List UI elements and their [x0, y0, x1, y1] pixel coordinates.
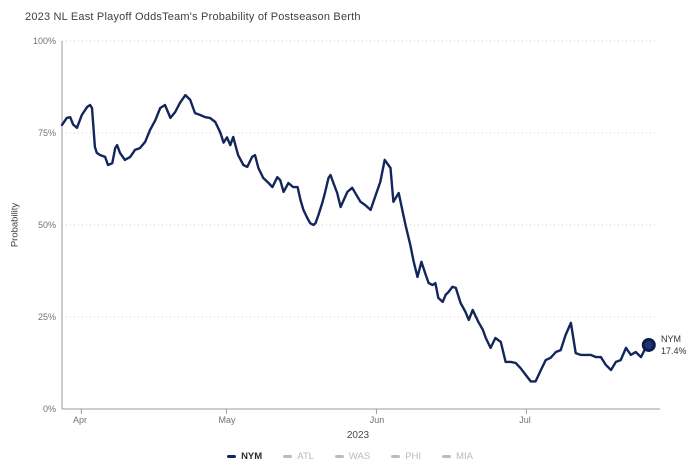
x-axis-tick-label: Jun: [369, 415, 385, 425]
legend-marker-nym: [227, 455, 237, 458]
legend: NYM ATL WAS PHI MIA: [0, 451, 700, 462]
x-axis-tick-label: Jul: [519, 415, 531, 425]
legend-item-nym[interactable]: NYM: [227, 451, 262, 462]
series-end-label: NYM 17.4%: [661, 333, 687, 357]
end-point-dot: [641, 337, 656, 352]
legend-label: WAS: [348, 451, 371, 462]
x-axis-tick-label: May: [218, 415, 236, 425]
chart-title-row: 2023 NL East Playoff OddsTeam's Probabil…: [25, 11, 361, 23]
y-axis-tick-label: 50%: [37, 220, 56, 230]
legend-item-mia[interactable]: MIA: [442, 451, 473, 462]
y-axis-tick-label: 75%: [37, 128, 56, 138]
series-end-value: 17.4%: [661, 346, 687, 356]
y-axis-title: Probability: [9, 202, 21, 248]
legend-marker-mia: [442, 455, 452, 458]
legend-marker-atl: [283, 455, 293, 458]
legend-label: MIA: [456, 451, 473, 462]
series-end-team: NYM: [661, 334, 681, 344]
legend-item-atl[interactable]: ATL: [283, 451, 314, 462]
legend-item-phi[interactable]: PHI: [391, 451, 421, 462]
y-axis-tick-label: 0%: [42, 404, 56, 414]
legend-label: ATL: [297, 451, 314, 462]
x-axis-year-label: 2023: [346, 430, 370, 441]
legend-item-was[interactable]: WAS: [334, 451, 371, 462]
trend-line-nym: [60, 93, 650, 383]
y-axis-tick-label: 25%: [37, 312, 56, 322]
legend-label: PHI: [405, 451, 422, 462]
legend-label: NYM: [241, 451, 263, 462]
y-axis-tick-label: 100%: [32, 36, 56, 46]
chart-title: 2023 NL East Playoff Odds: [25, 11, 163, 23]
legend-marker-phi: [391, 455, 401, 458]
chart-subtitle: Team's Probability of Postseason Berth: [162, 11, 361, 23]
legend-marker-was: [334, 455, 344, 458]
x-axis-tick-label: Apr: [72, 415, 87, 425]
